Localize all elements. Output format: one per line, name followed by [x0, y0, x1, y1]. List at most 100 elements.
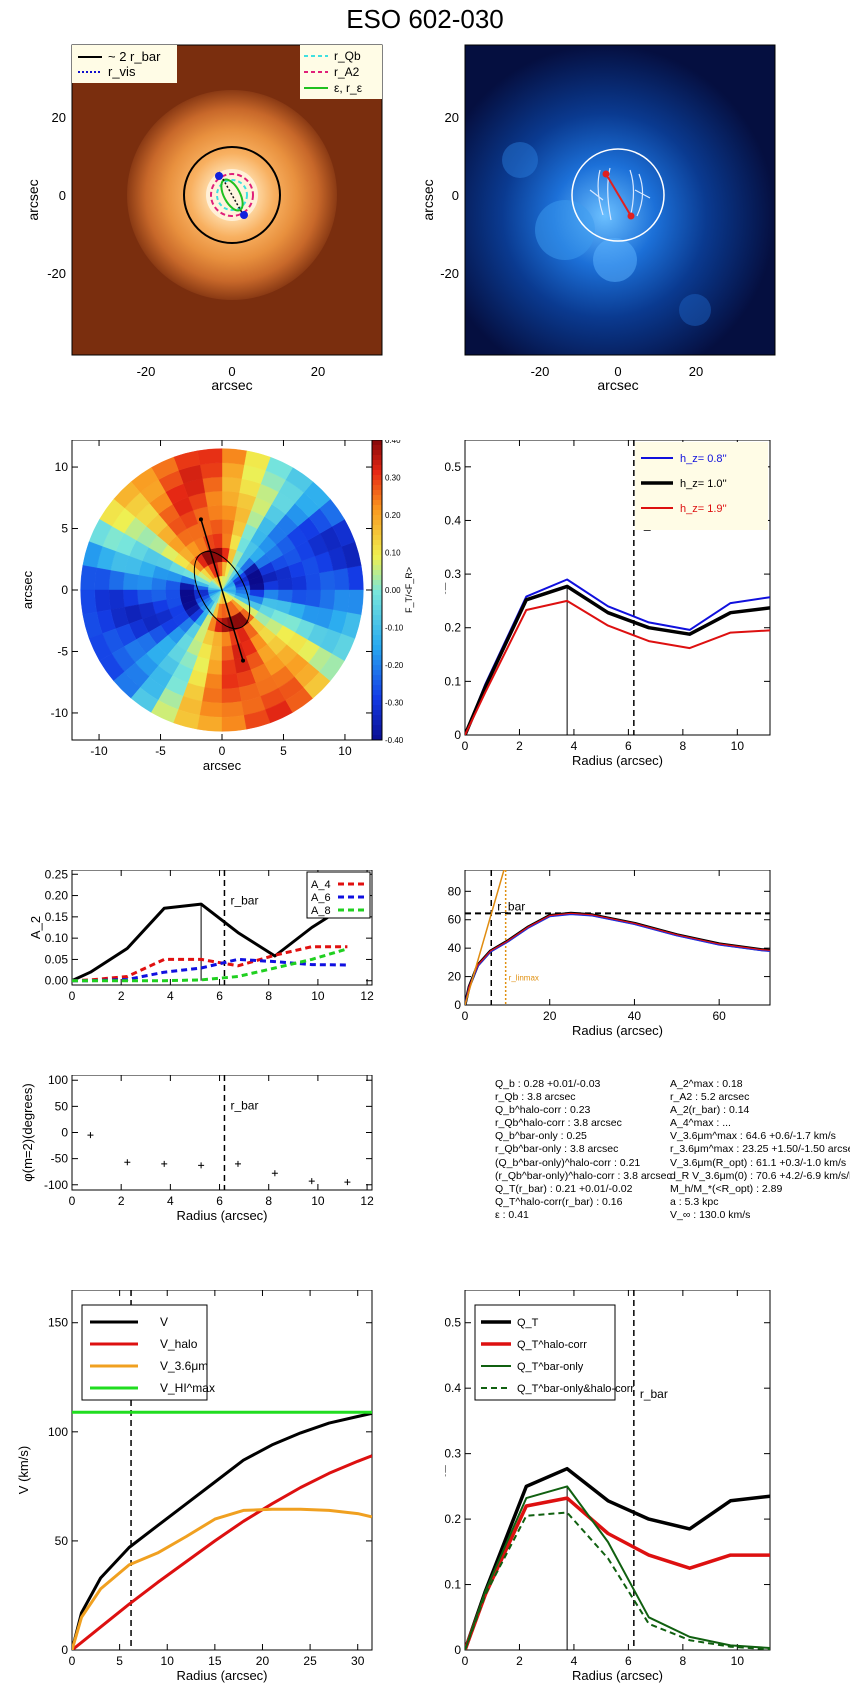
heatmap-cell [197, 448, 223, 465]
plot-frame [464, 1290, 771, 1651]
heatmap-cell [291, 589, 308, 605]
colorbar-segment [372, 590, 382, 596]
colorbar-segment [372, 665, 382, 671]
colorbar-segment [372, 440, 382, 446]
colorbar-segment [372, 625, 382, 631]
x-tick-label: -20 [531, 364, 550, 379]
heatmap-cell [221, 673, 240, 690]
heatmap-cell [319, 589, 336, 610]
heatmap-cell [221, 448, 247, 465]
series-line [465, 584, 770, 735]
x-tick-label: 0 [69, 1194, 76, 1208]
r-qb-circle [216, 179, 248, 211]
colorbar-segment [372, 530, 382, 536]
colorbar-tick-label: -0.10 [385, 624, 404, 633]
y-tick-label: -100 [44, 1178, 68, 1192]
x-tick-label: 6 [625, 739, 632, 753]
colorbar-segment [372, 710, 382, 716]
y-tick-label: 80 [448, 884, 462, 898]
legend-label: h_z= 1.0'' [680, 478, 727, 490]
y-axis-label: Q_T [445, 575, 446, 600]
colorbar-tick-label: 0.20 [385, 511, 401, 520]
colorbar-segment [372, 545, 382, 551]
heatmap-cell [221, 504, 237, 521]
rbar-label: r_bar [230, 894, 258, 908]
heatmap-cell [221, 476, 242, 493]
series-line [465, 911, 770, 1005]
x-tick-label: 10 [311, 989, 325, 1003]
colorbar-tick-label: 0.40 [385, 440, 401, 445]
x-tick-label: 0 [462, 1654, 469, 1668]
colorbar-segment [372, 715, 382, 721]
y-tick-label: 20 [52, 110, 66, 125]
two-rbar-circle [183, 146, 281, 244]
linear-limit-label: r_linmax [509, 974, 539, 983]
x-tick-label: 10 [338, 744, 352, 758]
legend-label: A_4 [311, 879, 331, 891]
parameter-line: Q_b^halo-corr : 0.23 [495, 1104, 591, 1117]
x-tick-label: 10 [731, 739, 745, 753]
colorbar-segment [372, 730, 382, 736]
parameter-column-right: A_2^max : 0.18 r_A2 : 5.2 arcsec A_2(r_bar… [670, 1078, 850, 1222]
colorbar-segment [372, 635, 382, 641]
heatmap-cell [305, 589, 322, 608]
y-tick-label: 0 [454, 1643, 461, 1657]
colorbar-segment [372, 555, 382, 561]
parameter-line: Q_b : 0.28 +0.01/-0.03 [495, 1078, 601, 1090]
legend-label: V_halo [160, 1337, 198, 1351]
residual-image-frame [464, 44, 776, 356]
series-line [465, 599, 770, 735]
colorbar-segment [372, 705, 382, 711]
colorbar-segment [372, 720, 382, 726]
x-tick-label: 6 [625, 1654, 632, 1668]
heatmap-cell [80, 565, 97, 591]
x-tick-label: 0 [462, 739, 469, 753]
colorbar-segment [372, 685, 382, 691]
x-tick-label: 6 [216, 1194, 223, 1208]
colorbar-segment [372, 695, 382, 701]
y-axis-label: A_2 [28, 916, 43, 939]
y-tick-label: 0.00 [45, 974, 69, 988]
parameter-line: d_R V_3.6μm(0) : 70.6 +4.2/-6.9 km/s/kpc [670, 1169, 850, 1182]
heatmap-cell [221, 701, 245, 718]
colorbar-segment [372, 725, 382, 731]
colorbar-segment [372, 670, 382, 676]
colorbar-segment [372, 500, 382, 506]
colorbar-label: F_T/<F_R> [404, 567, 414, 613]
colorbar-segment [372, 515, 382, 521]
parameter-line: r_A2 : 5.2 arcsec [670, 1091, 750, 1104]
bar-end-marker [241, 658, 246, 663]
phase-point [308, 1178, 315, 1185]
x-tick-label: 2 [516, 739, 523, 753]
y-tick-label: 0.05 [45, 952, 69, 966]
colorbar-segment [372, 550, 382, 556]
x-tick-label: 2 [516, 1654, 523, 1668]
y-axis-label: φ(m=2)(degrees) [20, 1083, 35, 1181]
colorbar-segment [372, 505, 382, 511]
y-tick-label: 100 [48, 1075, 68, 1087]
x-tick-label: 10 [731, 1654, 745, 1668]
colorbar-segment [372, 575, 382, 581]
x-tick-label: 6 [216, 989, 223, 1003]
y-tick-label: 0 [454, 998, 461, 1012]
x-tick-label: 4 [571, 1654, 578, 1668]
y-tick-label: 5 [61, 522, 68, 536]
plot-frame [464, 440, 771, 736]
colorbar-segment [372, 595, 382, 601]
heatmap-cell [108, 589, 125, 610]
x-tick-label: 10 [161, 1654, 175, 1668]
y-tick-label: 0.2 [445, 1512, 461, 1526]
series-line [72, 1454, 372, 1650]
y-tick-label: 0 [61, 1643, 68, 1657]
parameter-line: r_3.6μm^max : 23.25 +1.50/-1.50 arcsec [670, 1143, 850, 1156]
plot-frame [71, 1290, 373, 1651]
colorbar-segment [372, 605, 382, 611]
series-group [465, 870, 770, 1005]
x-tick-label: 20 [311, 364, 325, 379]
y-tick-label: 100 [48, 1425, 68, 1439]
colorbar-tick-label: -0.20 [385, 661, 404, 670]
colorbar-segment [372, 700, 382, 706]
disk-circle [571, 148, 665, 242]
bar-axis-line [218, 171, 246, 219]
